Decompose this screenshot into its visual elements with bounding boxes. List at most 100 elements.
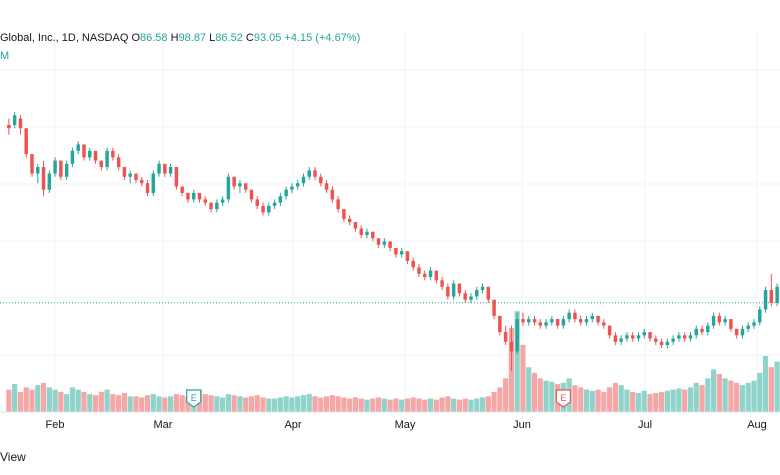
- volume-bar: [433, 399, 439, 412]
- volume-bar: [456, 399, 463, 412]
- candle-body: [272, 202, 277, 206]
- volume-bar: [422, 399, 428, 412]
- volume-bar: [144, 395, 151, 412]
- volume-bar: [693, 382, 699, 412]
- candle-body: [509, 341, 514, 352]
- volume-bar: [503, 378, 509, 412]
- candle-body: [105, 150, 109, 168]
- candle-body: [532, 319, 537, 323]
- volume-bar: [520, 344, 526, 412]
- earnings-marker: [186, 389, 202, 408]
- volume-bar: [202, 394, 208, 412]
- candle-body: [625, 335, 629, 339]
- volume-bar: [716, 373, 722, 412]
- volume-bar: [185, 396, 191, 412]
- candle-body: [342, 209, 346, 219]
- volume-bar: [491, 391, 497, 412]
- volume-bar: [179, 395, 185, 412]
- volume-bar: [121, 392, 128, 412]
- volume-bar: [531, 372, 538, 412]
- candle-body: [434, 270, 439, 281]
- x-tick-label: May: [395, 419, 416, 431]
- volume-bar: [676, 388, 682, 412]
- volume-bar: [214, 396, 220, 412]
- volume-bar: [127, 396, 133, 412]
- candle-body: [186, 192, 190, 200]
- volume-bar: [751, 380, 757, 412]
- volume-bar: [110, 394, 116, 412]
- volume-bar: [451, 398, 457, 412]
- candle-body: [174, 167, 179, 187]
- candle-body: [492, 299, 496, 316]
- volume-bar: [439, 397, 445, 412]
- volume-bar: [583, 389, 590, 412]
- volume-bar: [497, 387, 503, 412]
- volume-bar: [243, 397, 249, 412]
- candle-body: [128, 173, 132, 177]
- candle-body: [284, 189, 288, 197]
- candle-body: [700, 328, 704, 333]
- candle-body: [607, 325, 612, 336]
- volume-bar: [295, 396, 301, 412]
- candle-body: [365, 231, 369, 235]
- volume-bar: [75, 389, 81, 412]
- candle-body: [261, 205, 265, 213]
- candle-body: [82, 144, 86, 158]
- volume-bar: [572, 385, 578, 412]
- x-tick-label: Feb: [46, 419, 65, 431]
- symbol-legend: Global, Inc., 1D, NASDAQ O86.58 H98.87 L…: [0, 32, 360, 44]
- volume-bar: [248, 396, 255, 412]
- candle-body: [347, 218, 352, 223]
- volume-bar: [601, 391, 607, 412]
- candle-body: [59, 160, 63, 177]
- volume-bar: [699, 385, 705, 412]
- candle-body: [319, 176, 323, 184]
- volume-bar: [722, 378, 728, 412]
- volume-bar: [139, 397, 145, 412]
- volume-bar: [393, 398, 399, 412]
- volume-bar: [768, 367, 774, 412]
- candle-body: [775, 286, 779, 303]
- candle-body: [596, 315, 600, 323]
- candle-body: [99, 160, 104, 168]
- candle-body: [428, 270, 433, 278]
- volume-bar: [739, 385, 746, 412]
- volume-bar: [543, 380, 549, 412]
- volume-bar: [318, 397, 324, 412]
- legend-high: 98.87: [178, 32, 207, 44]
- candle-body: [457, 283, 462, 294]
- volume-bar: [774, 361, 780, 412]
- candle-body: [255, 199, 259, 206]
- candle-body: [88, 150, 92, 158]
- candle-body: [93, 150, 98, 161]
- volume-bar: [220, 397, 226, 412]
- volume-bar: [728, 380, 734, 412]
- candle-body: [307, 170, 311, 177]
- candle-body: [209, 202, 213, 210]
- volume-bar: [104, 389, 110, 412]
- candle-body: [665, 341, 670, 345]
- attribution-text[interactable]: View: [0, 450, 26, 464]
- volume-bar: [462, 398, 468, 412]
- candle-body: [301, 176, 306, 184]
- volume-bar: [745, 382, 751, 412]
- candle-body: [70, 150, 75, 164]
- candle-body: [717, 315, 722, 323]
- volume-bar: [323, 396, 330, 412]
- volume-bar: [635, 392, 642, 412]
- candle-body: [203, 199, 208, 203]
- candle-body: [555, 319, 560, 326]
- candle-body: [729, 319, 733, 329]
- volume-bar: [231, 395, 237, 412]
- candle-body: [215, 202, 219, 210]
- candle-body: [41, 167, 46, 190]
- volume-bar: [92, 395, 99, 412]
- candle-body: [64, 163, 69, 177]
- volume-bar: [410, 397, 416, 412]
- candle-body: [642, 332, 646, 336]
- candle-body: [544, 322, 548, 326]
- candle-body: [480, 286, 485, 290]
- candle-body: [648, 332, 652, 339]
